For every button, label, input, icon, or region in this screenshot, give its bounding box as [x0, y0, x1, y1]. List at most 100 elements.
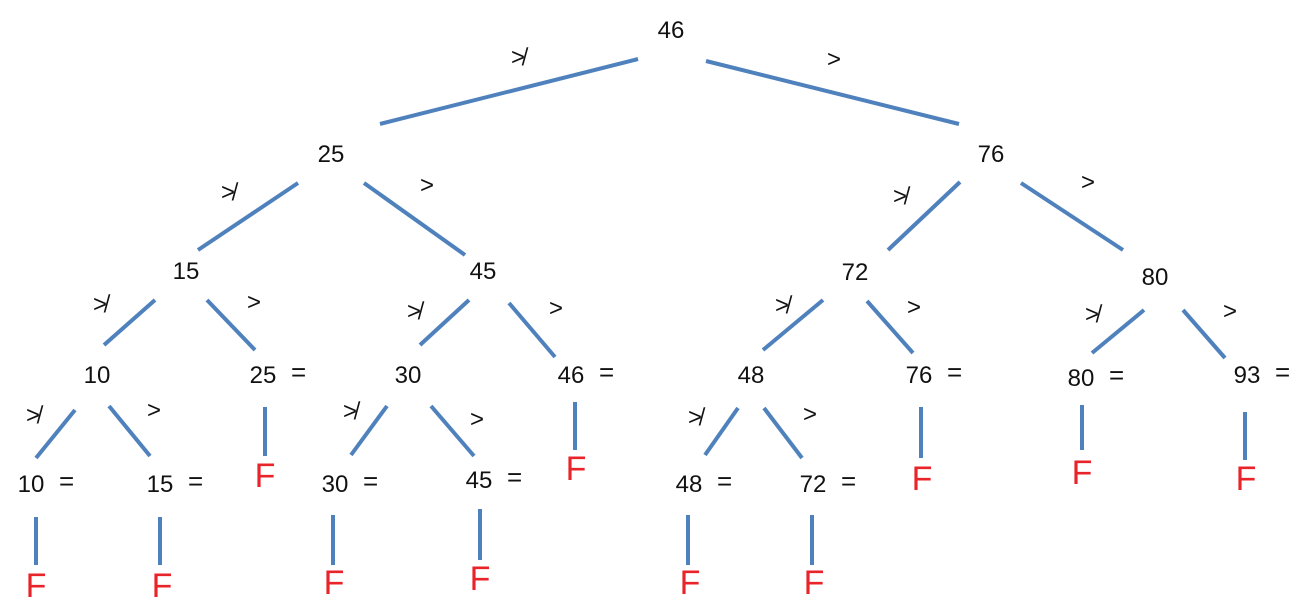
node-value: 25 — [318, 141, 345, 168]
node-value: 25 — [250, 362, 277, 389]
equals-sign: = — [188, 466, 203, 496]
tree-node: 48 = — [676, 466, 733, 498]
node-value: 93 — [1234, 362, 1261, 389]
fail-leaf: F — [680, 564, 701, 602]
edge-n76-n72 — [886, 180, 962, 252]
tree-node: 80 = — [1068, 360, 1125, 392]
tree-node: 10 = — [18, 466, 75, 498]
node-value: 80 — [1068, 365, 1095, 392]
node-value: 15 — [173, 258, 200, 285]
fail-leaf: F — [324, 564, 345, 602]
fail-leaf: F — [1072, 454, 1093, 492]
tree-node: 76 — [978, 141, 1005, 168]
fail-leaf: F — [804, 564, 825, 602]
greater-label: > — [907, 294, 921, 321]
tree-node: 30 — [395, 362, 422, 389]
edge-n25-n15 — [196, 181, 300, 252]
edge-n80-n80b — [1090, 308, 1146, 355]
fail-leaf: F — [566, 450, 587, 488]
greater-label: > — [247, 289, 261, 316]
edge-n76-n80 — [1019, 181, 1125, 252]
tree-node: 15 — [173, 258, 200, 285]
node-value: 80 — [1142, 264, 1169, 291]
edge-n72-n76b — [865, 299, 915, 355]
node-value: 76 — [978, 141, 1005, 168]
not-greater-label: ≯ — [343, 398, 361, 425]
node-value: 46 — [558, 362, 585, 389]
equals-sign: = — [1109, 360, 1124, 390]
not-greater-label: ≯ — [893, 183, 911, 210]
greater-label: > — [470, 406, 484, 433]
equals-sign: = — [291, 357, 306, 387]
edge-n15-n10 — [102, 298, 157, 347]
edge-n15-n25b — [205, 298, 257, 352]
tree-node: 72 — [842, 259, 869, 286]
node-value: 10 — [18, 471, 45, 498]
edge-n30-n30b — [349, 404, 389, 457]
not-greater-label: ≯ — [688, 404, 706, 431]
edge-n72-n48 — [761, 298, 825, 352]
node-value: 45 — [466, 467, 493, 494]
node-value: 46 — [658, 17, 685, 44]
equals-sign: = — [717, 466, 732, 496]
greater-label: > — [1223, 298, 1237, 325]
equals-sign: = — [947, 357, 962, 387]
not-greater-label: ≯ — [26, 402, 44, 429]
fail-leaf: F — [912, 460, 933, 498]
fail-leaf: F — [470, 560, 491, 598]
node-value: 45 — [470, 258, 497, 285]
greater-label: > — [827, 46, 841, 73]
not-greater-label: ≯ — [221, 179, 239, 206]
fail-leaves: F F F F F F F F F F F — [26, 402, 1257, 605]
tree-node: 48 — [738, 362, 765, 389]
tree-node: 10 — [84, 362, 111, 389]
edge-n48-n48b — [703, 406, 740, 457]
node-value: 72 — [842, 259, 869, 286]
edge-n30-n45b — [429, 404, 476, 458]
not-greater-label: ≯ — [511, 44, 529, 71]
tree-node: 46 = — [558, 357, 615, 389]
tree-node: 45 = — [466, 462, 523, 494]
node-value: 30 — [395, 362, 422, 389]
greater-label: > — [147, 397, 161, 424]
not-greater-label: ≯ — [407, 298, 425, 325]
edge-n10-n10b — [34, 408, 77, 460]
edge-n10-n15b — [107, 404, 152, 458]
fail-leaf: F — [1236, 460, 1257, 498]
node-value: 30 — [322, 471, 349, 498]
node-value: 76 — [906, 362, 933, 389]
edge-n45-n30 — [418, 298, 471, 347]
node-value: 15 — [147, 471, 174, 498]
greater-label: > — [549, 295, 563, 322]
edge-n25-n45 — [362, 181, 467, 257]
not-greater-label: ≯ — [1085, 301, 1103, 328]
tree-node: 15 = — [147, 466, 204, 498]
node-value: 10 — [84, 362, 111, 389]
edge-n80-n93 — [1181, 308, 1227, 360]
tree-node: 72 = — [800, 466, 857, 498]
tree-node: 46 — [658, 17, 685, 44]
node-value: 48 — [676, 471, 703, 498]
edge-labels: ≯ > ≯ > ≯ > ≯ > ≯ > ≯ > ≯ > ≯ > ≯ > ≯ > — [26, 44, 1237, 433]
equals-sign: = — [59, 466, 74, 496]
greater-label: > — [803, 401, 817, 428]
not-greater-label: ≯ — [93, 291, 111, 318]
equals-sign: = — [1275, 357, 1290, 387]
tree-node: 80 — [1142, 264, 1169, 291]
equals-sign: = — [507, 462, 522, 492]
tree-node: 93 = — [1234, 357, 1291, 389]
greater-label: > — [420, 172, 434, 199]
node-value: 48 — [738, 362, 765, 389]
node-value: 72 — [800, 471, 827, 498]
edge-n45-n46b — [507, 301, 557, 359]
equals-sign: = — [599, 357, 614, 387]
fail-leaf: F — [255, 457, 276, 495]
not-greater-label: ≯ — [775, 292, 793, 319]
tree-node: 45 — [470, 258, 497, 285]
equals-sign: = — [841, 466, 856, 496]
tree-node: 30 = — [322, 466, 379, 498]
edge-n46-n25 — [379, 57, 639, 126]
fail-leaf: F — [152, 567, 173, 605]
